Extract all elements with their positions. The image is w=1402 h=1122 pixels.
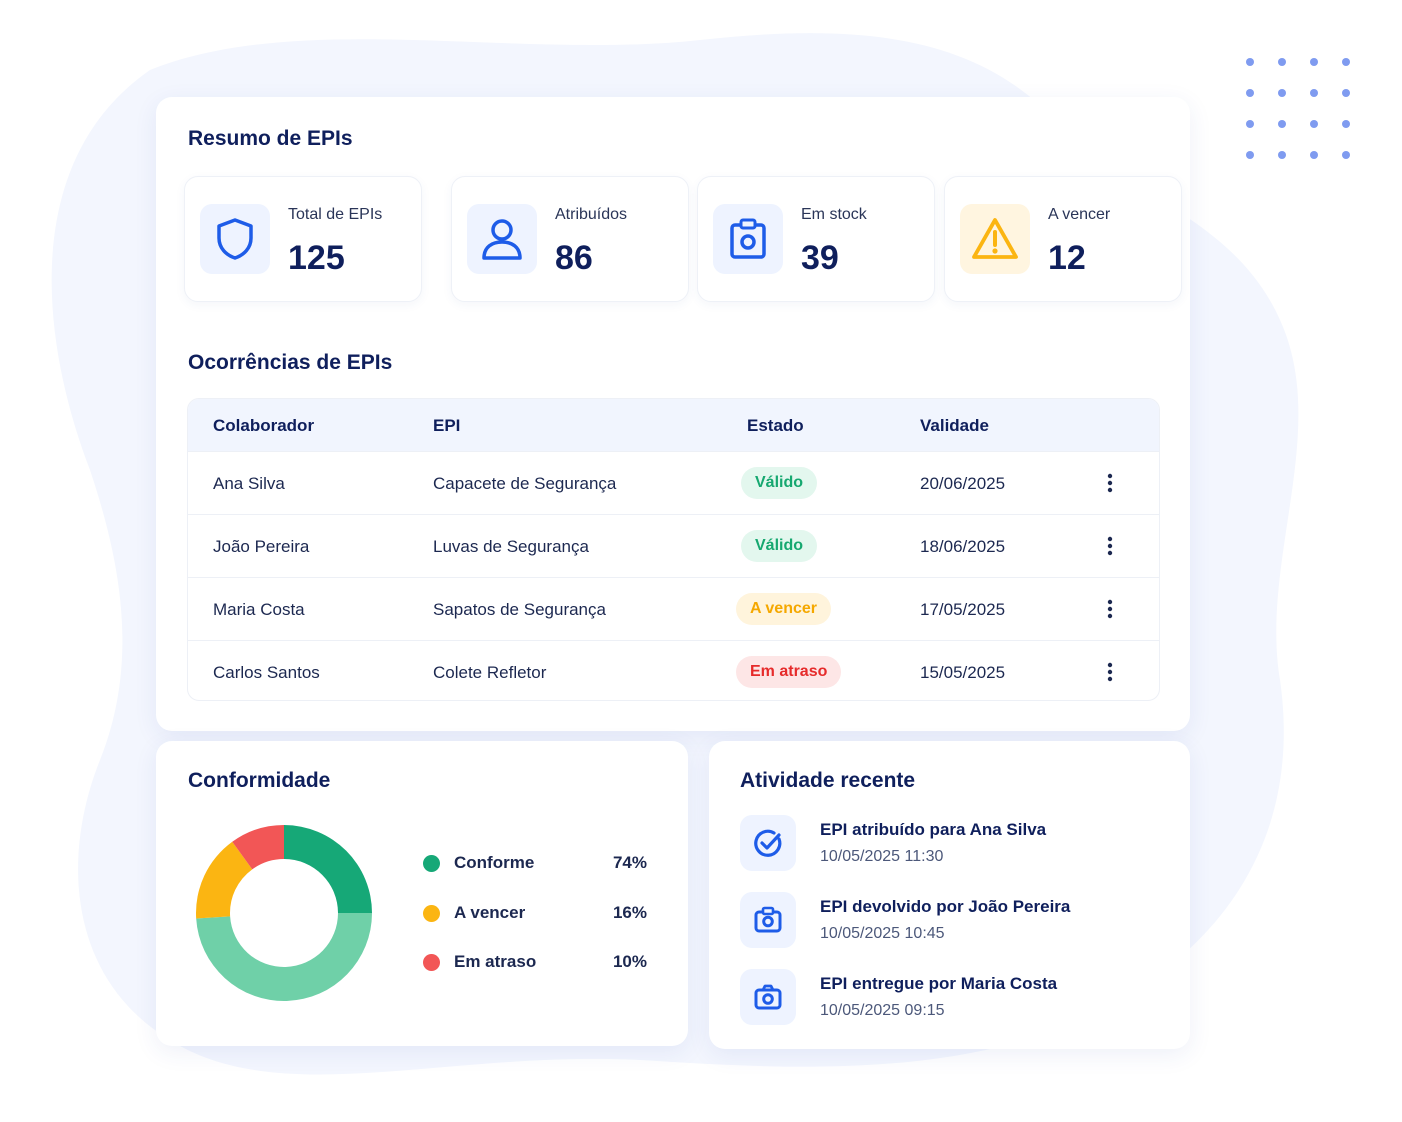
activity-title-text: EPI atribuído para Ana Silva [820, 820, 1047, 839]
cell-collaborator: Carlos Santos [213, 663, 320, 682]
activity-card: Atividade recente EPI atribuído para Ana… [709, 741, 1190, 1049]
activity-item[interactable]: EPI atribuído para Ana Silva 10/05/2025 … [740, 815, 1180, 873]
compliance-title: Conformidade [188, 769, 331, 792]
dot-grid-decoration [1246, 58, 1350, 159]
compliance-card: Conformidade Conforme 74% A vencer 16% E… [156, 741, 688, 1046]
activity-title: Atividade recente [740, 769, 916, 792]
row-menu-button[interactable] [1098, 593, 1122, 625]
legend-dot [423, 855, 440, 872]
activity-icon-box [740, 892, 796, 948]
more-vertical-icon [1107, 473, 1113, 493]
legend-dot [423, 905, 440, 922]
stat-value: 125 [288, 239, 345, 277]
cell-collaborator: Maria Costa [213, 600, 305, 619]
legend-dot [423, 954, 440, 971]
legend-name: Conforme [454, 853, 535, 872]
activity-title-text: EPI entregue por Maria Costa [820, 974, 1058, 993]
stat-icon-box [467, 204, 537, 274]
legend-name: A vencer [454, 903, 526, 922]
legend-item-em-atraso: Em atraso 10% [423, 950, 653, 974]
row-menu-button[interactable] [1098, 467, 1122, 499]
cell-collaborator: João Pereira [213, 537, 310, 556]
stat-label: Em stock [801, 206, 867, 223]
summary-card: Resumo de EPIs Total de EPIs 125 Atribuí… [156, 97, 1190, 731]
table-row[interactable]: João Pereira Luvas de Segurança Válido 1… [188, 514, 1159, 577]
shield-icon [217, 218, 253, 260]
header-status: Estado [747, 416, 804, 435]
stat-icon-box [960, 204, 1030, 274]
camera-icon [754, 906, 782, 933]
header-epi: EPI [433, 416, 461, 435]
legend-name: Em atraso [454, 952, 537, 971]
activity-time: 10/05/2025 09:15 [820, 1002, 945, 1019]
stat-value: 39 [801, 239, 839, 277]
stat-card-assigned[interactable]: Atribuídos 86 [451, 176, 689, 302]
cell-validity: 18/06/2025 [920, 537, 1006, 556]
stat-label: A vencer [1048, 206, 1111, 223]
donut-slice-em-atraso [232, 825, 284, 870]
check-circle-icon [754, 829, 782, 857]
activity-time: 10/05/2025 10:45 [820, 925, 945, 942]
stat-label: Total de EPIs [288, 206, 383, 223]
stat-card-stock[interactable]: Em stock 39 [697, 176, 935, 302]
status-badge: Válido [741, 467, 818, 499]
stat-icon-box [713, 204, 783, 274]
cell-validity: 17/05/2025 [920, 600, 1006, 619]
occurrences-table: Colaborador EPI Estado Validade Ana Silv… [187, 398, 1160, 701]
more-vertical-icon [1107, 536, 1113, 556]
donut-slice-conforme-part [196, 913, 372, 1001]
status-badge: Em atraso [736, 656, 842, 688]
stat-label: Atribuídos [555, 206, 628, 223]
more-vertical-icon [1107, 662, 1113, 682]
legend-pct: 16% [612, 903, 647, 922]
legend-item-conforme: Conforme 74% [423, 851, 653, 875]
stat-value: 12 [1048, 239, 1086, 277]
header-validity: Validade [920, 416, 989, 435]
activity-item[interactable]: EPI entregue por Maria Costa 10/05/2025 … [740, 969, 1180, 1027]
stat-card-total[interactable]: Total de EPIs 125 [184, 176, 422, 302]
donut-slice-conforme [284, 825, 372, 913]
status-badge: A vencer [736, 593, 831, 625]
stat-value: 86 [555, 239, 593, 277]
cell-validity: 20/06/2025 [920, 474, 1006, 493]
clipboard-box-icon [730, 218, 766, 259]
donut-slice-a-vencer [196, 841, 253, 919]
table-row[interactable]: Ana Silva Capacete de Segurança Válido 2… [188, 451, 1159, 514]
status-badge: Válido [741, 530, 818, 562]
stat-card-expiring[interactable]: A vencer 12 [944, 176, 1182, 302]
table-header: Colaborador EPI Estado Validade [188, 399, 1159, 451]
row-menu-button[interactable] [1098, 530, 1122, 562]
warning-icon [972, 218, 1018, 259]
table-row[interactable]: Maria Costa Sapatos de Segurança A vence… [188, 577, 1159, 640]
cell-epi: Sapatos de Segurança [433, 600, 606, 619]
cell-validity: 15/05/2025 [920, 663, 1006, 682]
activity-time: 10/05/2025 11:30 [820, 848, 944, 865]
legend-pct: 10% [612, 952, 647, 971]
occurrences-title: Ocorrências de EPIs [188, 351, 393, 374]
stat-icon-box [200, 204, 270, 274]
user-icon [482, 219, 522, 260]
activity-icon-box [740, 969, 796, 1025]
summary-title: Resumo de EPIs [188, 127, 353, 150]
header-collaborator: Colaborador [213, 416, 315, 435]
legend-item-a-vencer: A vencer 16% [423, 901, 653, 925]
camera-icon [754, 984, 782, 1010]
activity-item[interactable]: EPI devolvido por João Pereira 10/05/202… [740, 892, 1180, 950]
cell-collaborator: Ana Silva [213, 474, 285, 493]
cell-epi: Capacete de Segurança [433, 474, 617, 493]
more-vertical-icon [1107, 599, 1113, 619]
activity-title-text: EPI devolvido por João Pereira [820, 897, 1071, 916]
compliance-donut-chart [196, 825, 372, 1001]
cell-epi: Colete Refletor [433, 663, 547, 682]
row-menu-button[interactable] [1098, 656, 1122, 688]
activity-icon-box [740, 815, 796, 871]
cell-epi: Luvas de Segurança [433, 537, 589, 556]
legend-pct: 74% [612, 853, 647, 872]
table-row[interactable]: Carlos Santos Colete Refletor Em atraso … [188, 640, 1159, 700]
